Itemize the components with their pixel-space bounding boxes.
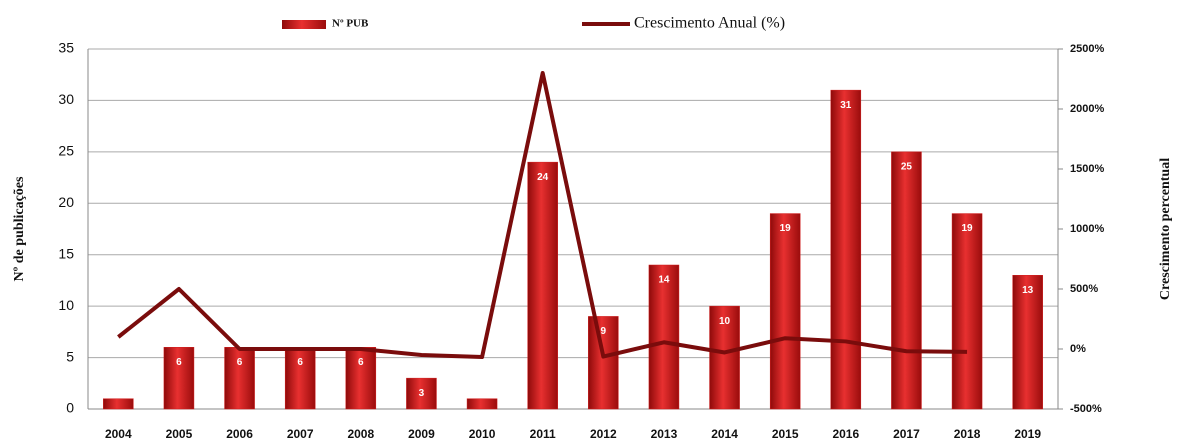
data-label: 3 [419,388,425,399]
y-tick-label: 10 [58,297,74,313]
legend-label: Crescimento Anual (%) [634,15,785,32]
y-tick-label: 30 [58,91,74,107]
y-tick-label: 15 [58,245,74,261]
x-tick-label: 2005 [166,427,193,441]
y2-tick-label: 500% [1070,283,1098,295]
bar [891,151,922,410]
data-label: 10 [719,316,731,327]
y2-tick-label: 1000% [1070,223,1104,235]
bar [345,347,377,410]
data-label: 6 [358,357,364,368]
x-tick-label: 2007 [287,427,314,441]
x-tick-label: 2009 [408,427,435,441]
x-tick-label: 2016 [832,427,859,441]
bar [466,398,498,410]
x-tick-label: 2010 [469,427,496,441]
data-label: 6 [297,357,303,368]
y2-tick-label: 2000% [1070,103,1104,115]
x-tick-label: 2006 [226,427,253,441]
data-label: 6 [176,357,182,368]
y2-tick-label: -500% [1070,403,1102,415]
x-tick-label: 2014 [711,427,738,441]
data-label: 14 [658,275,670,286]
data-label: 24 [537,172,549,183]
line [117,71,968,360]
y2-tick-label: 1500% [1070,163,1104,175]
y-tick-label: 5 [66,348,74,364]
bar [163,347,195,410]
x-tick-label: 2012 [590,427,617,441]
x-tick-label: 2008 [347,427,374,441]
bar [830,89,862,410]
y-tick-label: 0 [66,400,74,416]
x-tick-label: 2011 [530,427,556,441]
bar [1012,275,1043,410]
y-tick-label: 25 [58,143,74,159]
bar [769,213,801,410]
y2-tick-label: 0% [1070,343,1086,355]
x-tick-label: 2015 [772,427,799,441]
data-label: 19 [962,223,974,234]
bar [527,161,558,410]
y2-tick-label: 2500% [1070,43,1104,55]
bar [648,264,680,410]
bar [406,377,437,410]
y-tick-label: 20 [58,194,74,210]
y-tick-label: 35 [58,40,74,56]
data-label: 9 [601,326,607,337]
data-label: 31 [840,100,852,111]
x-tick-label: 2004 [105,427,132,441]
bar [588,316,619,410]
x-tick-label: 2013 [651,427,678,441]
data-label: 19 [780,223,792,234]
x-tick-label: 2019 [1014,427,1041,441]
bar [103,398,134,410]
y-axis-title: Nº de publicações [12,176,27,282]
y2-axis-title: Crescimento percentual [1158,158,1173,300]
legend-label: Nº PUB [332,18,369,30]
data-label: 13 [1022,285,1034,296]
x-tick-label: 2018 [954,427,981,441]
x-tick-label: 2017 [893,427,920,441]
bar [709,305,740,410]
legend-swatch [282,20,326,29]
data-label: 6 [237,357,243,368]
data-label: 25 [901,161,913,172]
bar [951,213,983,410]
